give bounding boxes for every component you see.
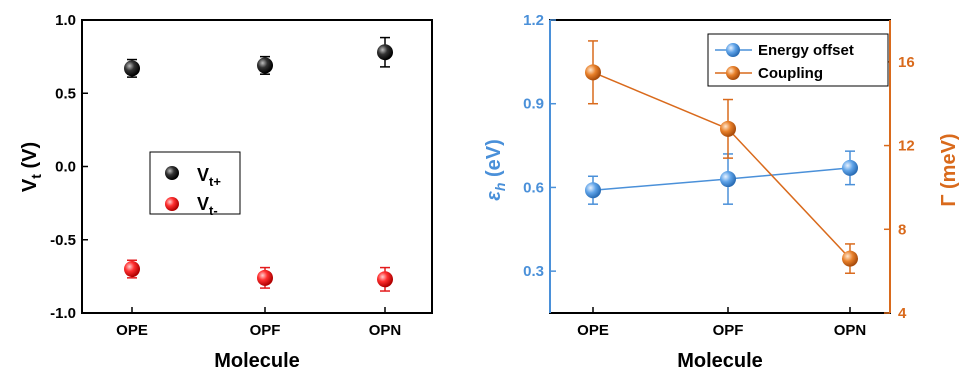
left-y-tick-label: 0.3 — [523, 263, 544, 280]
data-point-vt-plus — [257, 57, 273, 74]
legend-label-vt-plus-main: V — [197, 165, 209, 185]
data-point-vt-plus — [124, 60, 140, 77]
legend-label-vt-plus: Vt+ — [197, 165, 221, 189]
data-point-energy-offset — [842, 159, 858, 176]
y-tick-label: -1.0 — [50, 305, 76, 322]
x-tick-label: OPN — [834, 322, 867, 339]
chart-eh-gamma: 0.3 0.6 0.9 1.2 4 8 12 16 OPE OPF OPN Molecule ε… — [483, 12, 960, 372]
y-axis-title-main: V — [19, 178, 41, 192]
data-point-coupling — [585, 64, 601, 81]
x-axis-ticks-right: OPE OPF OPN — [577, 307, 866, 339]
x-tick-label: OPF — [713, 322, 744, 339]
left-y-tick-label: 0.9 — [523, 96, 544, 113]
left-y-axis-title-main: ε — [483, 191, 505, 201]
right-y-axis-title-main: Γ — [938, 195, 960, 207]
y-tick-label: 1.0 — [55, 12, 76, 29]
x-tick-label: OPE — [116, 322, 148, 339]
data-point-coupling — [842, 250, 858, 267]
legend-box — [149, 151, 241, 215]
y-axis-ticks: -1.0 -0.5 0.0 0.5 1.0 — [50, 12, 88, 322]
legend-marker-energy-offset — [726, 43, 740, 57]
right-y-tick-label: 4 — [898, 305, 907, 322]
right-y-axis-title-unit: (meV) — [938, 133, 960, 194]
right-y-tick-label: 8 — [898, 221, 906, 238]
right-y-tick-label: 16 — [898, 54, 915, 71]
x-axis-ticks: OPE OPF OPN — [116, 307, 401, 339]
left-y-tick-label: 1.2 — [523, 12, 544, 29]
data-point-energy-offset — [720, 171, 736, 188]
legend-label-vt-minus-main: V — [197, 194, 209, 214]
right-y-axis-ticks: 4 8 12 16 — [884, 54, 915, 322]
data-marks — [124, 36, 393, 292]
chart-vt: -1.0 -0.5 0.0 0.5 1.0 OPE OPF OPN Molecule Vt … — [19, 12, 433, 372]
x-axis-title-right: Molecule — [677, 350, 763, 372]
legend-right: Energy offset Coupling — [707, 33, 889, 87]
data-marks-right — [585, 40, 858, 274]
legend-marker-vt-minus — [165, 197, 179, 211]
legend-label-vt-minus-sub: t- — [209, 203, 218, 218]
x-tick-label: OPF — [250, 322, 281, 339]
y-tick-label: 0.0 — [55, 159, 76, 176]
legend-label-vt-minus: Vt- — [197, 194, 218, 218]
data-point-coupling — [720, 120, 736, 137]
left-y-axis-title-unit: (eV) — [483, 139, 505, 182]
y-tick-label: 0.5 — [55, 85, 76, 102]
legend-marker-coupling — [726, 66, 740, 80]
y-axis-title-unit: (V) — [19, 142, 41, 174]
y-axis-title-sub: t — [28, 174, 44, 179]
x-tick-label: OPN — [369, 322, 402, 339]
right-y-tick-label: 12 — [898, 138, 915, 155]
legend-marker-vt-plus — [165, 166, 179, 180]
left-y-axis-title: εh (eV) — [483, 139, 508, 200]
x-tick-label: OPE — [577, 322, 609, 339]
right-y-axis-title: Γ (meV) — [938, 133, 960, 206]
series-line-coupling — [592, 71, 851, 260]
legend-label-energy-offset: Energy offset — [758, 42, 854, 59]
left-y-axis-title-sub: h — [492, 183, 508, 192]
y-axis-title: Vt (V) — [19, 142, 44, 192]
data-point-vt-plus — [377, 44, 393, 61]
data-point-energy-offset — [585, 182, 601, 199]
y-tick-label: -0.5 — [50, 232, 76, 249]
legend: Vt+ Vt- — [149, 151, 241, 218]
left-y-tick-label: 0.6 — [523, 179, 544, 196]
left-y-axis-ticks: 0.3 0.6 0.9 1.2 — [523, 12, 556, 280]
legend-label-vt-plus-sub: t+ — [209, 174, 221, 189]
data-point-vt-minus — [257, 269, 273, 286]
x-axis-title: Molecule — [214, 350, 300, 372]
data-point-vt-minus — [377, 271, 393, 288]
data-point-vt-minus — [124, 261, 140, 278]
legend-label-coupling: Coupling — [758, 65, 823, 82]
